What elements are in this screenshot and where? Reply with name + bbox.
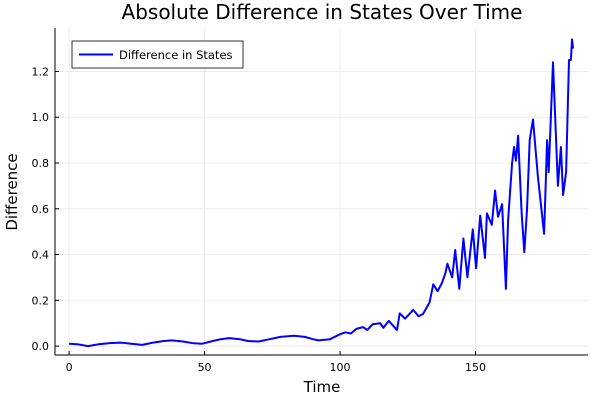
y-tick-label: 1.0 bbox=[32, 111, 50, 124]
y-tick-label: 1.2 bbox=[32, 65, 50, 78]
y-tick-label: 0.6 bbox=[32, 203, 50, 216]
series-group bbox=[69, 38, 575, 348]
x-tick-label: 100 bbox=[330, 361, 351, 374]
legend: Difference in States bbox=[71, 40, 244, 69]
series-line-difference-in-states bbox=[69, 38, 575, 348]
x-tick-label: 0 bbox=[66, 361, 73, 374]
chart-title: Absolute Difference in States Over Time bbox=[122, 0, 523, 24]
grid bbox=[55, 28, 588, 355]
axes bbox=[54, 28, 588, 356]
y-tick-label: 0.4 bbox=[32, 249, 50, 262]
x-tick-label: 50 bbox=[198, 361, 212, 374]
y-axis-label: Difference bbox=[3, 153, 21, 230]
tick-labels: 0 50 100 150 0.0 0.2 0.4 0.6 0.8 1.0 1.2 bbox=[32, 65, 487, 374]
y-tick-label: 0.2 bbox=[32, 294, 50, 307]
y-tick-label: 0.8 bbox=[32, 157, 50, 170]
legend-label: Difference in States bbox=[119, 48, 233, 62]
x-axis-label: Time bbox=[303, 378, 341, 396]
x-tick-label: 150 bbox=[465, 361, 486, 374]
y-tick-label: 0.0 bbox=[32, 340, 50, 353]
